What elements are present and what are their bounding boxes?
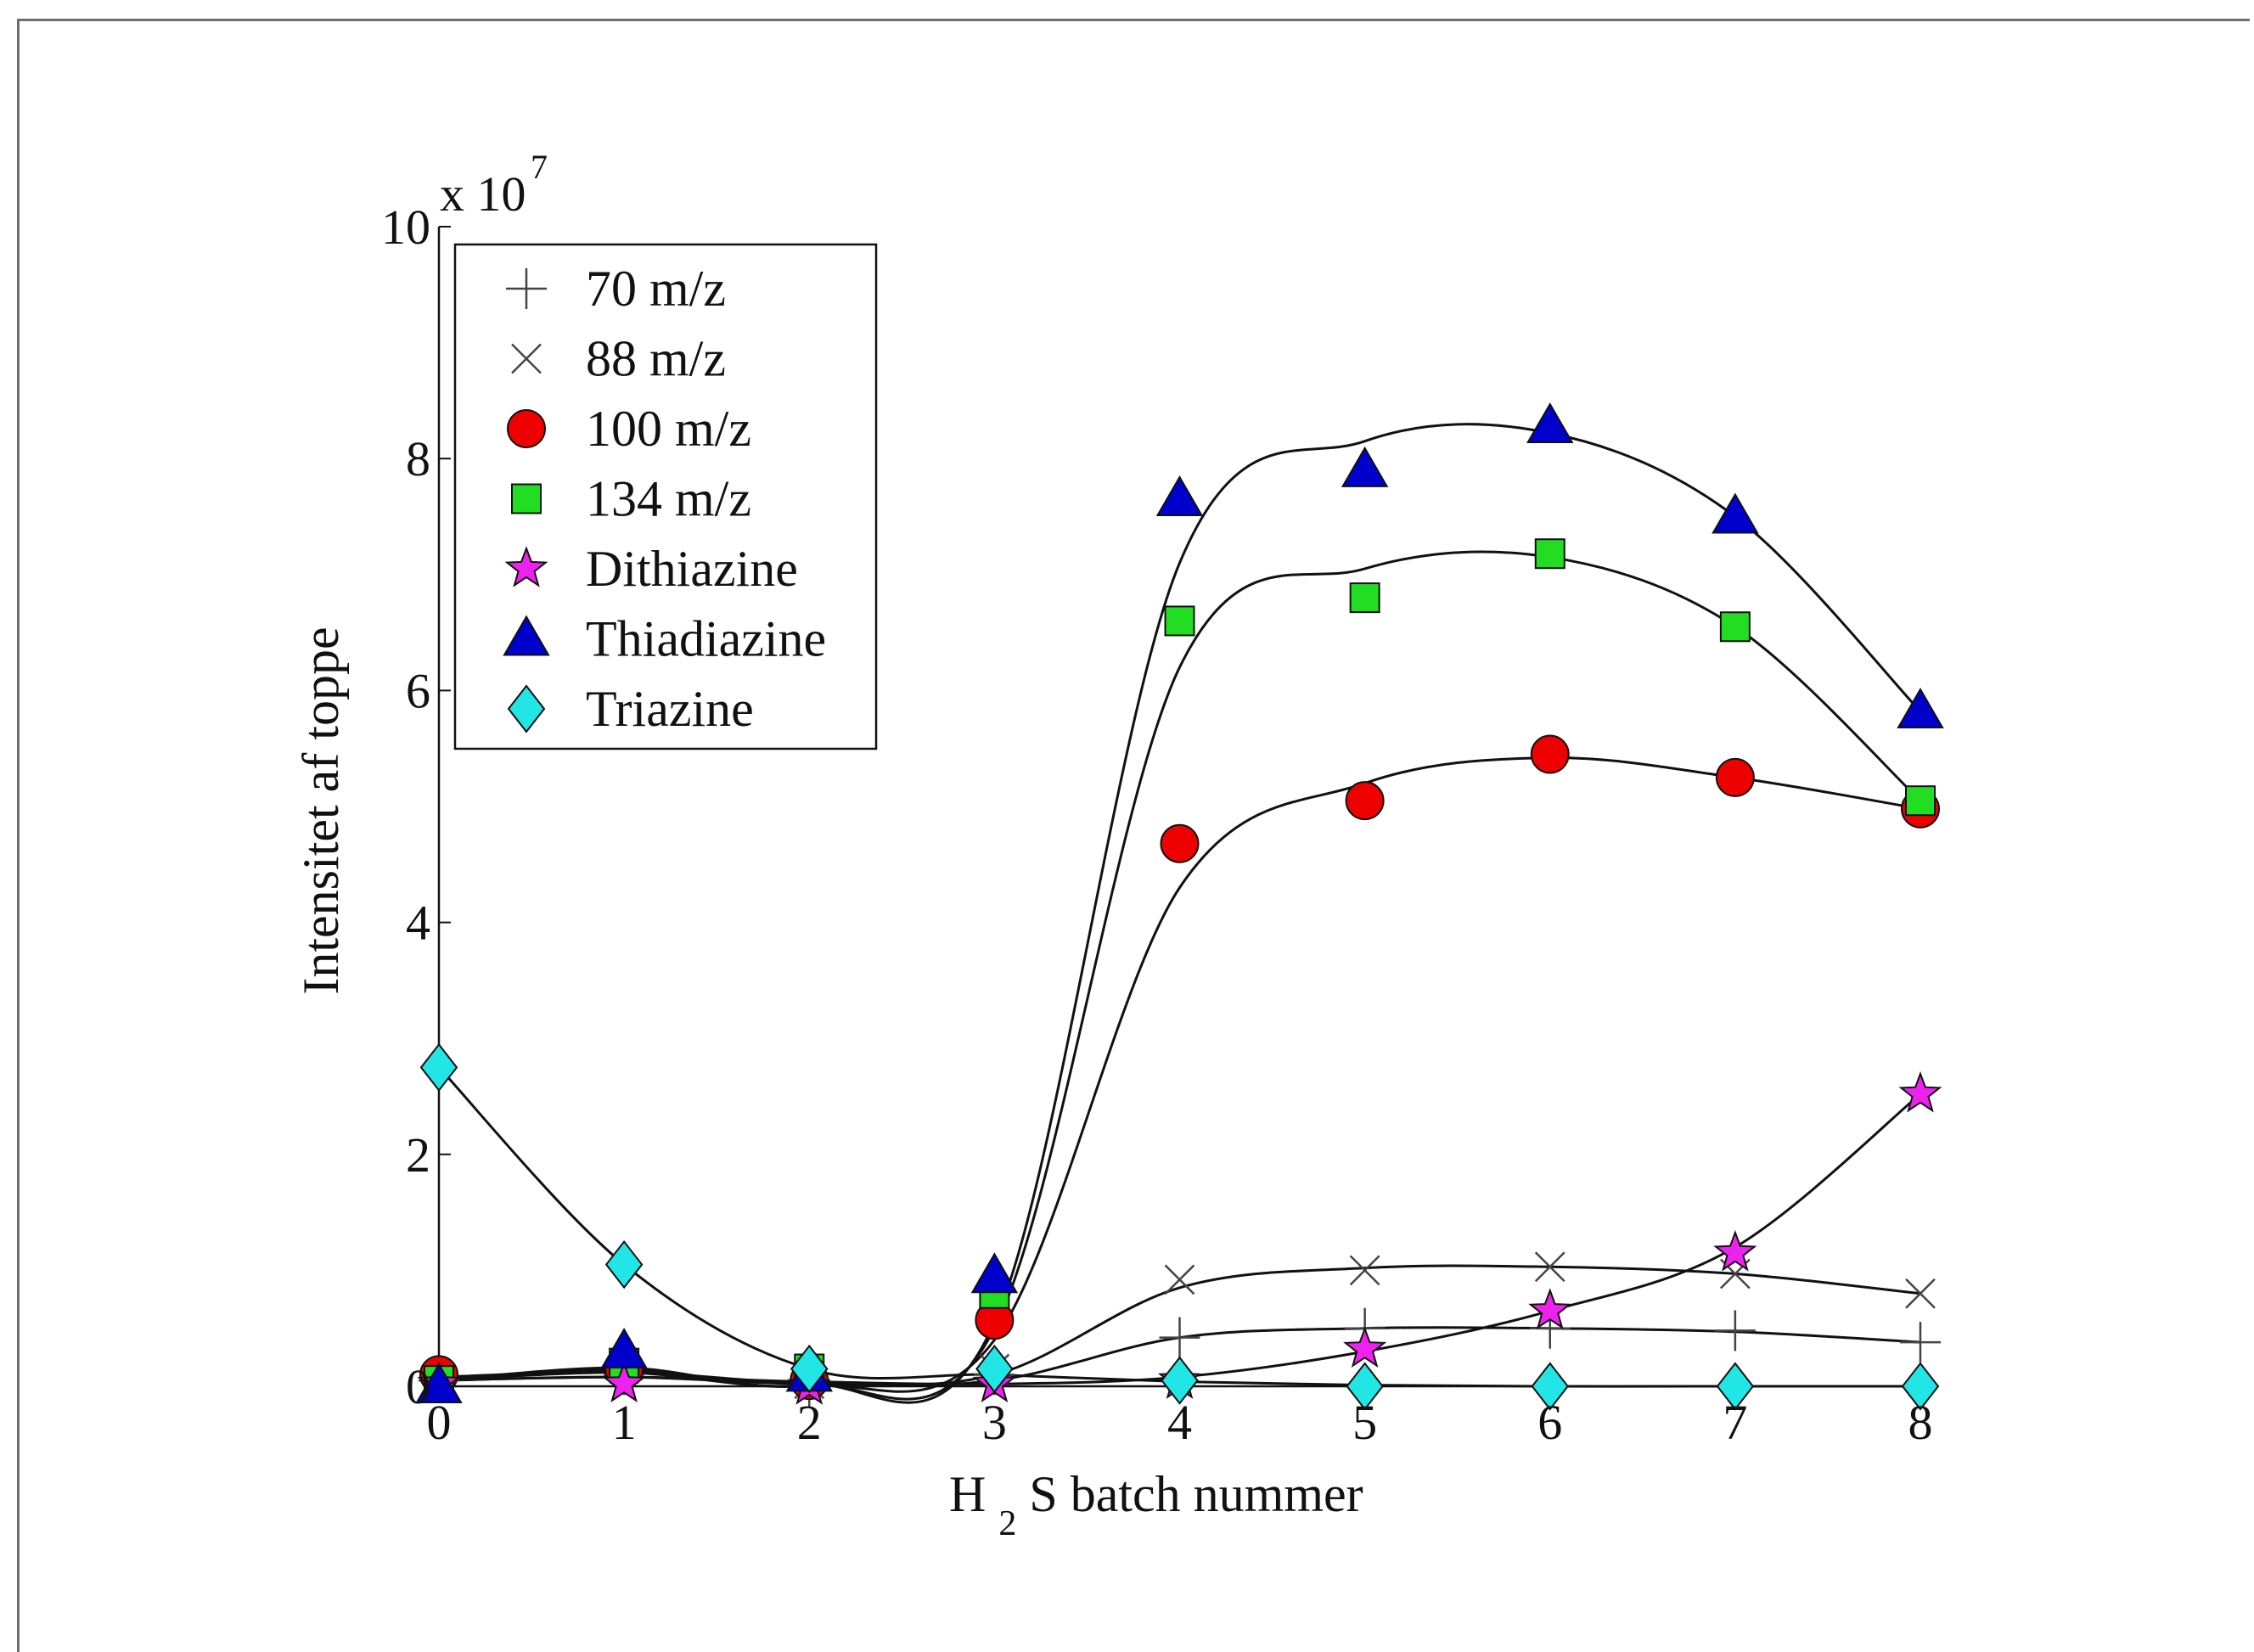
data-point-dithiazine — [1343, 1326, 1387, 1368]
data-point-triazine — [790, 1344, 829, 1394]
legend-label-100-m-z: 100 m/z — [586, 401, 751, 457]
legend-marker-88-m-z — [511, 343, 542, 374]
y-tick-label: 10 — [381, 199, 430, 255]
x-axis-label-subscript: 2 — [998, 1504, 1016, 1543]
y-tick-label: 8 — [406, 431, 430, 486]
data-point-134-m-z — [1905, 785, 1936, 817]
data-point-88-m-z — [1349, 1255, 1380, 1286]
y-tick-label: 6 — [406, 663, 430, 718]
x-axis-label-h: H — [949, 1466, 986, 1522]
data-point-100-m-z — [1160, 823, 1200, 863]
figure-frame — [17, 19, 2250, 1652]
legend-marker-70-m-z — [506, 268, 547, 309]
data-point-thiadiazine — [1341, 446, 1389, 487]
legend-label-thiadiazine: Thiadiazine — [586, 611, 826, 667]
x-tick-label: 1 — [612, 1395, 637, 1450]
x-tick-label: 6 — [1537, 1395, 1562, 1450]
legend-marker-dithiazine — [504, 546, 548, 587]
data-point-thiadiazine — [600, 1328, 648, 1369]
data-point-70-m-z — [1714, 1310, 1756, 1351]
data-point-100-m-z — [1715, 757, 1755, 797]
y-tick-label: 2 — [406, 1127, 430, 1183]
x-axis-label: H 2 S batch nummer — [949, 1466, 1363, 1546]
legend-label-88-m-z: 88 m/z — [586, 331, 726, 387]
x-tick-label: 7 — [1723, 1395, 1747, 1450]
data-point-triazine — [1901, 1362, 1940, 1411]
y-multiplier-base: x 10 — [440, 166, 526, 222]
data-point-88-m-z — [1534, 1251, 1565, 1283]
data-point-triazine — [1161, 1356, 1199, 1405]
y-axis-label: Intensitet af toppe — [293, 627, 349, 994]
data-point-thiadiazine — [415, 1363, 463, 1403]
legend: 70 m/z 88 m/z 100 m/z 134 m/z Dithiazine Thia… — [453, 243, 878, 750]
data-point-dithiazine — [1528, 1288, 1572, 1329]
data-point-dithiazine — [602, 1361, 646, 1403]
x-tick-label: 4 — [1167, 1395, 1192, 1450]
data-point-triazine — [604, 1239, 644, 1290]
data-point-134-m-z — [1349, 582, 1380, 614]
data-point-thiadiazine — [1897, 687, 1944, 728]
x-tick-label: 5 — [1352, 1395, 1377, 1450]
x-tick-label: 3 — [982, 1395, 1007, 1450]
data-point-dithiazine — [1713, 1230, 1757, 1272]
data-point-100-m-z — [1530, 734, 1570, 774]
data-point-134-m-z — [1164, 605, 1195, 637]
legend-label-dithiazine: Dithiazine — [586, 541, 798, 597]
legend-marker-triazine — [507, 684, 546, 733]
data-point-triazine — [975, 1344, 1014, 1394]
x-axis-label-rest: S batch nummer — [1029, 1466, 1363, 1522]
legend-marker-thiadiazine — [503, 615, 550, 656]
data-point-triazine — [1531, 1362, 1570, 1411]
data-point-70-m-z — [1159, 1317, 1200, 1358]
data-point-thiadiazine — [1712, 492, 1759, 534]
data-markers — [415, 402, 1944, 1411]
data-point-134-m-z — [1719, 611, 1751, 643]
data-point-88-m-z — [1164, 1264, 1195, 1295]
legend-label-triazine: Triazine — [586, 681, 754, 737]
legend-label-134-m-z: 134 m/z — [586, 471, 751, 527]
data-point-thiadiazine — [1155, 475, 1204, 517]
x-tick-label: 0 — [427, 1395, 452, 1450]
y-multiplier-exponent: 7 — [531, 148, 548, 186]
x-tick-label: 2 — [797, 1395, 822, 1450]
data-point-triazine — [419, 1042, 458, 1092]
data-point-triazine — [1346, 1362, 1384, 1411]
data-point-70-m-z — [1900, 1322, 1941, 1363]
data-point-134-m-z — [1534, 538, 1565, 570]
data-point-dithiazine — [1898, 1070, 1942, 1113]
data-point-88-m-z — [1905, 1278, 1936, 1309]
legend-label-70-m-z: 70 m/z — [586, 261, 726, 317]
x-tick-label: 8 — [1908, 1395, 1933, 1450]
y-tick-label: 0 — [406, 1359, 430, 1414]
data-point-100-m-z — [1345, 781, 1385, 821]
fit-curve-thiadiazine — [438, 423, 1922, 1404]
tick-labels: 0 1 2 3 4 5 6 7 8 0 2 4 6 8 10 — [381, 199, 1933, 1450]
legend-marker-100-m-z — [507, 409, 546, 448]
y-tick-label: 4 — [406, 896, 430, 951]
data-point-thiadiazine — [970, 1252, 1019, 1294]
legend-marker-134-m-z — [511, 483, 542, 514]
data-point-triazine — [1716, 1362, 1755, 1411]
data-point-thiadiazine — [1526, 402, 1574, 443]
